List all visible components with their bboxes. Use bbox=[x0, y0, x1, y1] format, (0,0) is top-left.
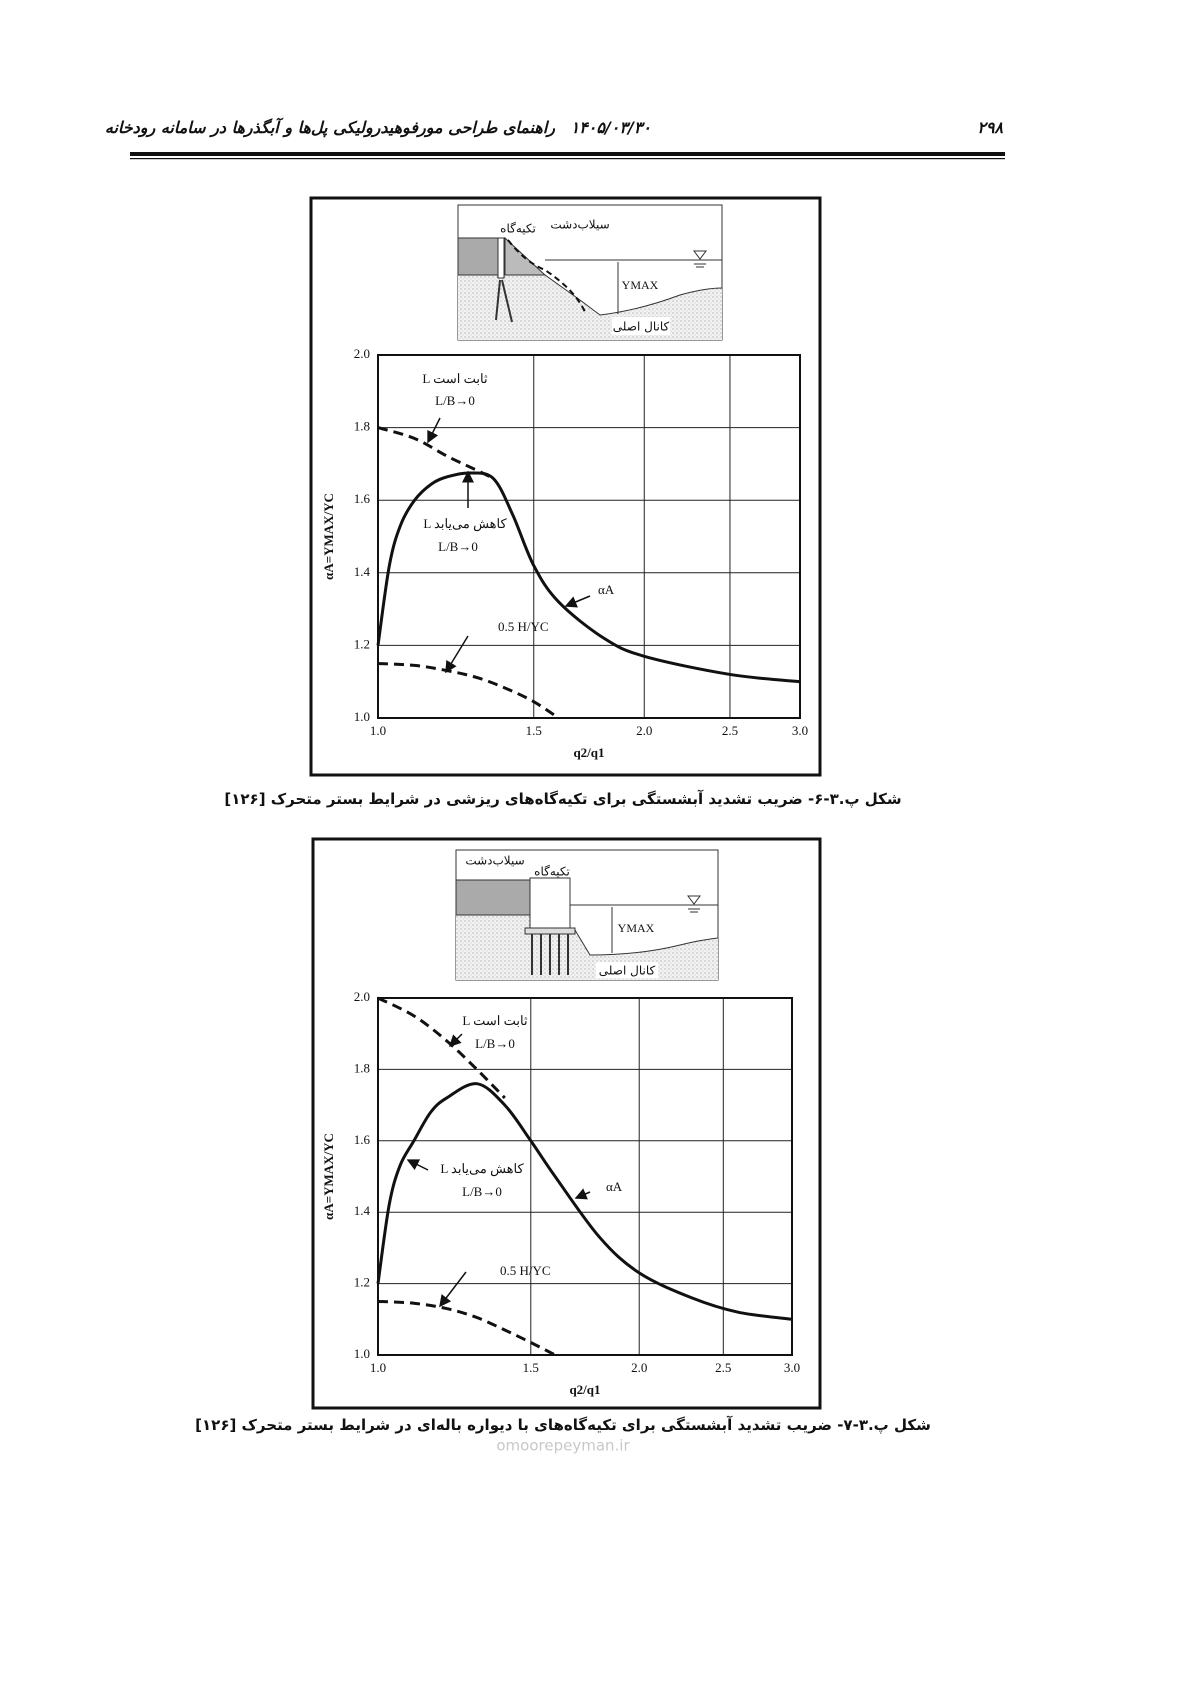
annotation-arrow bbox=[427, 417, 441, 444]
y-tick-label: 1.8 bbox=[354, 419, 370, 434]
annotation-arrow bbox=[574, 1188, 591, 1200]
diagram: تکیه‌گاه سیلاب‌دشت YMAX کانال اصلی bbox=[457, 204, 723, 341]
floodplain-label: سیلاب‌دشت bbox=[465, 854, 524, 868]
data-line bbox=[377, 426, 494, 480]
y-axis-label: αA=YMAX/YC bbox=[321, 1133, 336, 1220]
series-label: αA bbox=[598, 582, 615, 597]
y-tick-label: 2.0 bbox=[354, 346, 370, 361]
annotation: L ثابت است bbox=[462, 1013, 528, 1028]
series-label: 0.5 H/YC bbox=[498, 619, 549, 634]
abutment-label: تکیه‌گاه bbox=[534, 865, 570, 879]
header-rule bbox=[130, 152, 1005, 156]
y-tick-label: 1.0 bbox=[354, 709, 370, 724]
plot-frame bbox=[377, 354, 801, 719]
y-tick-label: 2.0 bbox=[354, 989, 370, 1004]
y-tick-label: 1.6 bbox=[354, 1132, 371, 1147]
y-tick-label: 1.6 bbox=[354, 491, 371, 506]
data-line bbox=[376, 471, 801, 684]
abutment-label: تکیه‌گاه bbox=[500, 222, 536, 236]
y-tick-label: 1.2 bbox=[354, 636, 370, 651]
ymax-label: YMAX bbox=[622, 278, 659, 292]
header-rule bbox=[130, 158, 1005, 160]
x-tick-label: 2.5 bbox=[715, 1360, 731, 1375]
x-tick-label: 1.0 bbox=[370, 723, 386, 738]
annotation-arrow bbox=[448, 1033, 463, 1048]
date: ۱۴۰۵/۰۳/۳۰ bbox=[570, 118, 651, 137]
y-tick-label: 1.2 bbox=[354, 1275, 370, 1290]
x-tick-label: 1.5 bbox=[526, 723, 542, 738]
channel-label: کانال اصلی bbox=[599, 964, 656, 978]
annotation: L/B→0 bbox=[438, 539, 478, 554]
diagram: سیلاب‌دشت تکیه‌گاه YMAX کانال اصلی bbox=[455, 849, 719, 981]
ymax-label: YMAX bbox=[618, 921, 655, 935]
x-tick-label: 3.0 bbox=[792, 723, 808, 738]
y-tick-label: 1.0 bbox=[354, 1346, 370, 1361]
data-line bbox=[377, 1299, 556, 1357]
annotation: L/B→0 bbox=[435, 393, 475, 408]
data-line bbox=[377, 996, 506, 1100]
x-tick-label: 2.5 bbox=[722, 723, 738, 738]
x-tick-label: 1.0 bbox=[370, 1360, 386, 1375]
x-axis-label: q2/q1 bbox=[569, 1382, 600, 1397]
y-tick-label: 1.8 bbox=[354, 1060, 370, 1075]
y-tick-label: 1.4 bbox=[354, 564, 371, 579]
annotation-arrow bbox=[445, 635, 469, 674]
running-title: راهنمای طراحی مورفوهیدرولیکی پل‌ها و آبگ… bbox=[104, 118, 555, 137]
data-line bbox=[377, 662, 560, 720]
page-number: ۲۹۸ bbox=[977, 118, 1003, 137]
annotation: L کاهش می‌یابد bbox=[423, 516, 507, 532]
floodplain-label: سیلاب‌دشت bbox=[550, 218, 609, 232]
y-tick-label: 1.4 bbox=[354, 1203, 371, 1218]
figure-caption: شکل پ.۳-۷- ضریب تشدید آبشستگی برای تکیه‌… bbox=[195, 1416, 931, 1434]
annotation: L/B→0 bbox=[475, 1036, 515, 1051]
channel-label: کانال اصلی bbox=[613, 320, 670, 334]
annotation: L کاهش می‌یابد bbox=[440, 1161, 524, 1177]
figure-caption: شکل پ.۳-۶- ضریب تشدید آبشستگی برای تکیه‌… bbox=[224, 790, 902, 808]
series-label: αA bbox=[606, 1179, 623, 1194]
plot-frame bbox=[377, 997, 793, 1356]
series-label: 0.5 H/YC bbox=[500, 1263, 551, 1278]
watermark: omoorepeyman.ir bbox=[496, 1437, 630, 1455]
x-tick-label: 2.0 bbox=[631, 1360, 647, 1375]
annotation-arrow bbox=[406, 1159, 429, 1171]
annotation-arrow bbox=[564, 595, 591, 608]
x-tick-label: 1.5 bbox=[523, 1360, 539, 1375]
annotation-arrow bbox=[439, 1271, 467, 1308]
annotation: L/B→0 bbox=[462, 1184, 502, 1199]
x-tick-label: 3.0 bbox=[784, 1360, 800, 1375]
x-axis-label: q2/q1 bbox=[573, 745, 604, 760]
x-tick-label: 2.0 bbox=[636, 723, 652, 738]
figure-frame bbox=[309, 196, 822, 777]
annotation: L ثابت است bbox=[422, 371, 488, 386]
figure-frame bbox=[311, 837, 822, 1410]
y-axis-label: αA=YMAX/YC bbox=[321, 493, 336, 580]
data-line bbox=[376, 1082, 793, 1321]
